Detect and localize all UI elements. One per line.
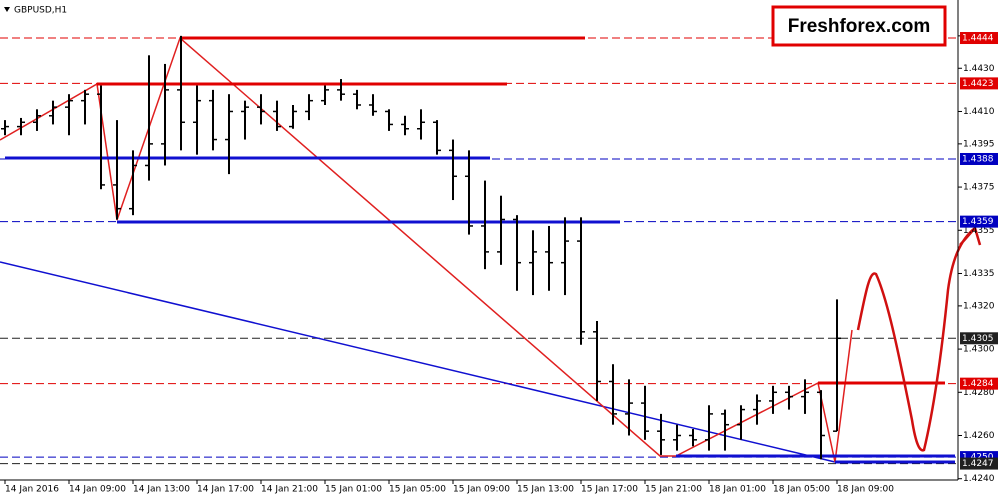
logo: Freshforex.com: [788, 16, 931, 37]
y-tick-label: 1.4375: [963, 183, 995, 193]
zigzag: [0, 36, 853, 463]
y-tick-label: 1.4395: [963, 139, 995, 149]
x-tick-label: 15 Jan 21:00: [645, 485, 702, 495]
x-tick-label: 15 Jan 13:00: [517, 485, 574, 495]
trend-line: [0, 261, 836, 463]
y-tick-label: 1.4280: [963, 388, 995, 398]
price-box: [960, 152, 998, 165]
y-tick-label: 1.4240: [963, 474, 995, 484]
x-tick-label: 14 Jan 17:00: [197, 485, 254, 495]
price-label: 1.4284: [962, 379, 994, 389]
chart-title: GBPUSD,H1: [14, 6, 67, 16]
logo-box: [771, 5, 947, 47]
x-tick-label: 15 Jan 17:00: [581, 485, 638, 495]
price-label: 1.4444: [962, 34, 994, 44]
price-box: [960, 457, 998, 470]
y-tick-label: 1.4355: [963, 226, 995, 236]
x-tick-label: 18 Jan 01:00: [709, 485, 766, 495]
annotations: [0, 36, 982, 464]
x-tick-label: 15 Jan 05:00: [389, 485, 446, 495]
x-tick-label: 18 Jan 05:00: [773, 485, 830, 495]
price-box: [960, 77, 998, 90]
y-tick-label: 1.4300: [963, 345, 995, 355]
price-label: 1.4247: [962, 459, 994, 469]
x-tick-label: 14 Jan 09:00: [69, 485, 126, 495]
bars: [1, 35, 841, 460]
price-label: 1.4359: [962, 217, 994, 227]
price-box: [960, 32, 998, 45]
x-tick-label: 18 Jan 09:00: [837, 485, 894, 495]
price-box: [960, 332, 998, 345]
x-tick-label: 15 Jan 09:00: [453, 485, 510, 495]
x-tick-label: 14 Jan 21:00: [261, 485, 318, 495]
price-label: 1.4423: [962, 79, 994, 89]
x-tick-label: 15 Jan 01:00: [325, 485, 382, 495]
x-tick-label: 14 Jan 13:00: [133, 485, 190, 495]
axis-labels: 1.44451.44301.44101.43951.43751.43551.43…: [4, 31, 998, 495]
y-tick-label: 1.4320: [963, 301, 995, 311]
y-tick-label: 1.4430: [963, 64, 995, 74]
y-tick-label: 1.4335: [963, 269, 995, 279]
price-box: [960, 215, 998, 228]
y-tick-label: 1.4260: [963, 431, 995, 441]
price-box: [960, 377, 998, 390]
price-label: 1.4305: [962, 334, 994, 344]
price-label: 1.4388: [962, 154, 994, 164]
forecast-arrow: [856, 225, 982, 452]
x-tick-label: 14 Jan 2016: [5, 485, 59, 495]
y-tick-label: 1.4410: [963, 107, 995, 117]
symbol-icon: [4, 7, 10, 12]
